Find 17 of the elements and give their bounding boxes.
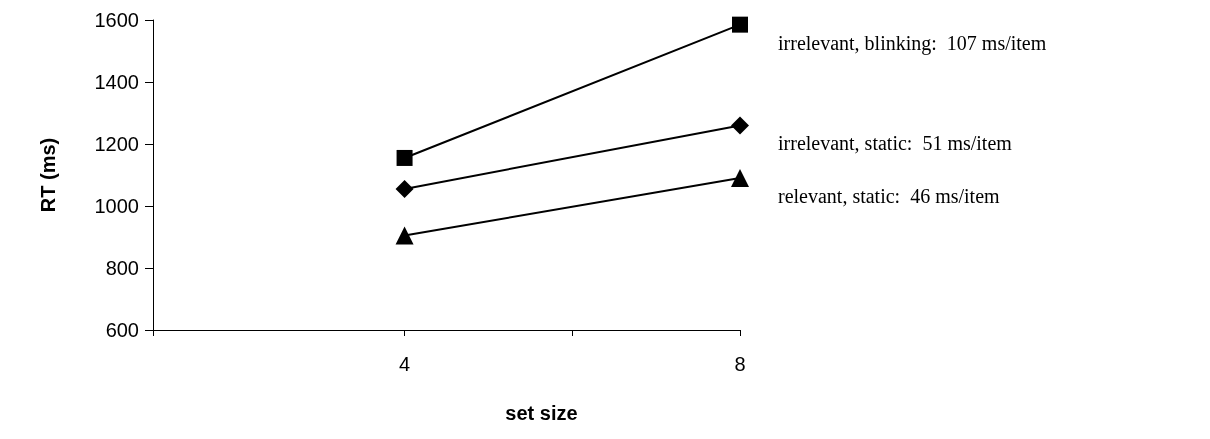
point [732, 16, 748, 33]
x-axis-title: set size [505, 402, 578, 424]
x-tick-label: 8 [734, 353, 746, 375]
x-tick-label: 4 [399, 353, 411, 375]
y-tick-label: 1200 [94, 133, 139, 155]
point [395, 179, 414, 198]
y-tick-label: 1400 [94, 71, 139, 93]
y-axis-title: RT (ms) [37, 137, 59, 213]
point [731, 116, 749, 135]
series-label: relevant, static: 46 ms/item [778, 185, 1001, 208]
series-label: irrelevant, blinking: 107 ms/item [778, 31, 1047, 55]
y-tick-label: 1600 [94, 9, 139, 31]
y-tick-label: 800 [105, 257, 139, 279]
y-tick-label: 600 [105, 319, 139, 341]
y-tick-label: 1000 [94, 195, 139, 217]
series-label: irrelevant, static: 51 ms/item [778, 132, 1013, 155]
point [396, 149, 413, 166]
